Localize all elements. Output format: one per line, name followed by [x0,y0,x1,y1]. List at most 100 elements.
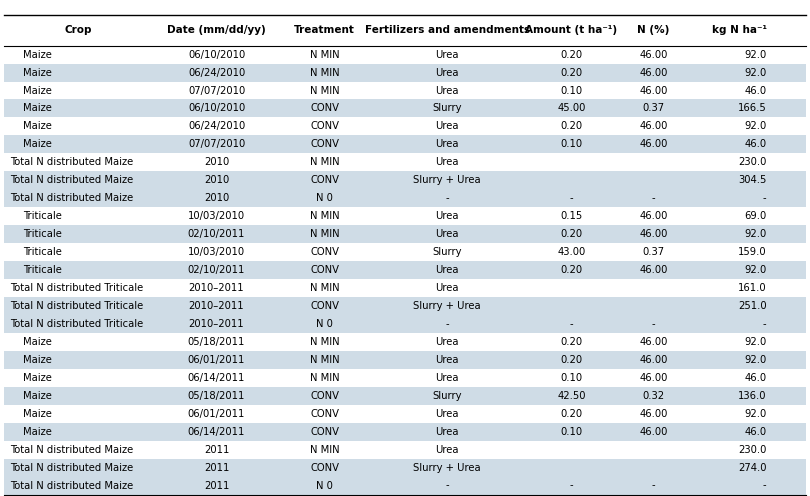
Text: 06/24/2010: 06/24/2010 [188,67,245,77]
Text: Slurry + Urea: Slurry + Urea [413,301,481,311]
Text: 230.0: 230.0 [738,157,766,167]
Text: Urea: Urea [435,122,458,131]
Text: 46.0: 46.0 [744,427,766,436]
Text: N 0: N 0 [317,481,333,491]
Text: N MIN: N MIN [310,283,339,293]
Text: -: - [763,481,766,491]
Text: 43.00: 43.00 [557,247,586,257]
Text: Slurry: Slurry [433,104,462,114]
Text: N 0: N 0 [317,319,333,329]
Text: Urea: Urea [435,427,458,436]
Text: 2011: 2011 [204,444,229,455]
Text: 46.00: 46.00 [639,139,667,149]
Text: Maize: Maize [23,85,52,96]
Text: N MIN: N MIN [310,85,339,96]
Text: 92.0: 92.0 [744,337,766,347]
Text: 0.20: 0.20 [561,50,582,60]
Text: Total N distributed Maize: Total N distributed Maize [11,157,134,167]
Text: Total N distributed Maize: Total N distributed Maize [11,481,134,491]
Text: 46.00: 46.00 [639,427,667,436]
Text: 46.00: 46.00 [639,122,667,131]
Text: 136.0: 136.0 [738,391,766,401]
Text: Maize: Maize [23,122,52,131]
Text: Urea: Urea [435,85,458,96]
Text: 0.20: 0.20 [561,67,582,77]
Text: N MIN: N MIN [310,444,339,455]
Text: N MIN: N MIN [310,211,339,221]
Text: -: - [569,481,573,491]
Bar [4,135,806,153]
Text: 46.00: 46.00 [639,355,667,365]
Text: 46.00: 46.00 [639,373,667,383]
Text: Treatment: Treatment [294,25,356,35]
Text: Fertilizers and amendments: Fertilizers and amendments [364,25,530,35]
Text: -: - [446,481,449,491]
Text: -: - [652,481,655,491]
Text: -: - [652,193,655,203]
Text: 05/18/2011: 05/18/2011 [188,337,245,347]
Text: Maize: Maize [23,427,52,436]
Text: 02/10/2011: 02/10/2011 [188,229,245,239]
Text: CONV: CONV [310,427,339,436]
Text: Maize: Maize [23,337,52,347]
Bar [4,459,806,477]
Text: 06/10/2010: 06/10/2010 [188,50,245,60]
Text: Urea: Urea [435,50,458,60]
Text: 46.00: 46.00 [639,67,667,77]
Text: 0.10: 0.10 [561,373,582,383]
Text: 06/24/2010: 06/24/2010 [188,122,245,131]
Text: 0.10: 0.10 [561,427,582,436]
Text: 92.0: 92.0 [744,409,766,419]
Text: Slurry: Slurry [433,391,462,401]
Text: CONV: CONV [310,301,339,311]
Text: 46.00: 46.00 [639,409,667,419]
Text: N MIN: N MIN [310,50,339,60]
Text: CONV: CONV [310,409,339,419]
Bar [4,171,806,189]
Text: 0.20: 0.20 [561,229,582,239]
Text: 46.00: 46.00 [639,337,667,347]
Text: Date (mm/dd/yy): Date (mm/dd/yy) [167,25,266,35]
Text: Urea: Urea [435,211,458,221]
Text: 2011: 2011 [204,463,229,473]
Text: Slurry + Urea: Slurry + Urea [413,463,481,473]
Text: Urea: Urea [435,139,458,149]
Text: Maize: Maize [23,67,52,77]
Text: Amount (t ha⁻¹): Amount (t ha⁻¹) [526,25,617,35]
Text: Maize: Maize [23,50,52,60]
Text: 274.0: 274.0 [738,463,766,473]
Text: -: - [569,319,573,329]
Text: Urea: Urea [435,283,458,293]
Bar [4,189,806,207]
Text: kg N ha⁻¹: kg N ha⁻¹ [712,25,766,35]
Text: Total N distributed Triticale: Total N distributed Triticale [11,301,144,311]
Text: Maize: Maize [23,391,52,401]
Text: Urea: Urea [435,444,458,455]
Text: 46.0: 46.0 [744,85,766,96]
Text: 0.10: 0.10 [561,85,582,96]
Text: 69.0: 69.0 [744,211,766,221]
Text: Maize: Maize [23,355,52,365]
Text: 2010–2011: 2010–2011 [189,301,245,311]
Text: 230.0: 230.0 [738,444,766,455]
Text: Triticale: Triticale [23,247,62,257]
Text: Maize: Maize [23,139,52,149]
Text: 0.15: 0.15 [561,211,582,221]
Text: 161.0: 161.0 [738,283,766,293]
Text: 0.32: 0.32 [642,391,665,401]
Text: N (%): N (%) [637,25,670,35]
Text: Crop: Crop [65,25,92,35]
Text: 304.5: 304.5 [738,175,766,186]
Text: N 0: N 0 [317,193,333,203]
Text: Urea: Urea [435,409,458,419]
Text: CONV: CONV [310,175,339,186]
Text: -: - [446,193,449,203]
Text: CONV: CONV [310,139,339,149]
Text: Triticale: Triticale [23,229,62,239]
Text: 0.20: 0.20 [561,409,582,419]
Text: 10/03/2010: 10/03/2010 [188,211,245,221]
Text: 06/01/2011: 06/01/2011 [188,355,245,365]
Text: 07/07/2010: 07/07/2010 [188,85,245,96]
Text: 42.50: 42.50 [557,391,586,401]
Text: 92.0: 92.0 [744,67,766,77]
